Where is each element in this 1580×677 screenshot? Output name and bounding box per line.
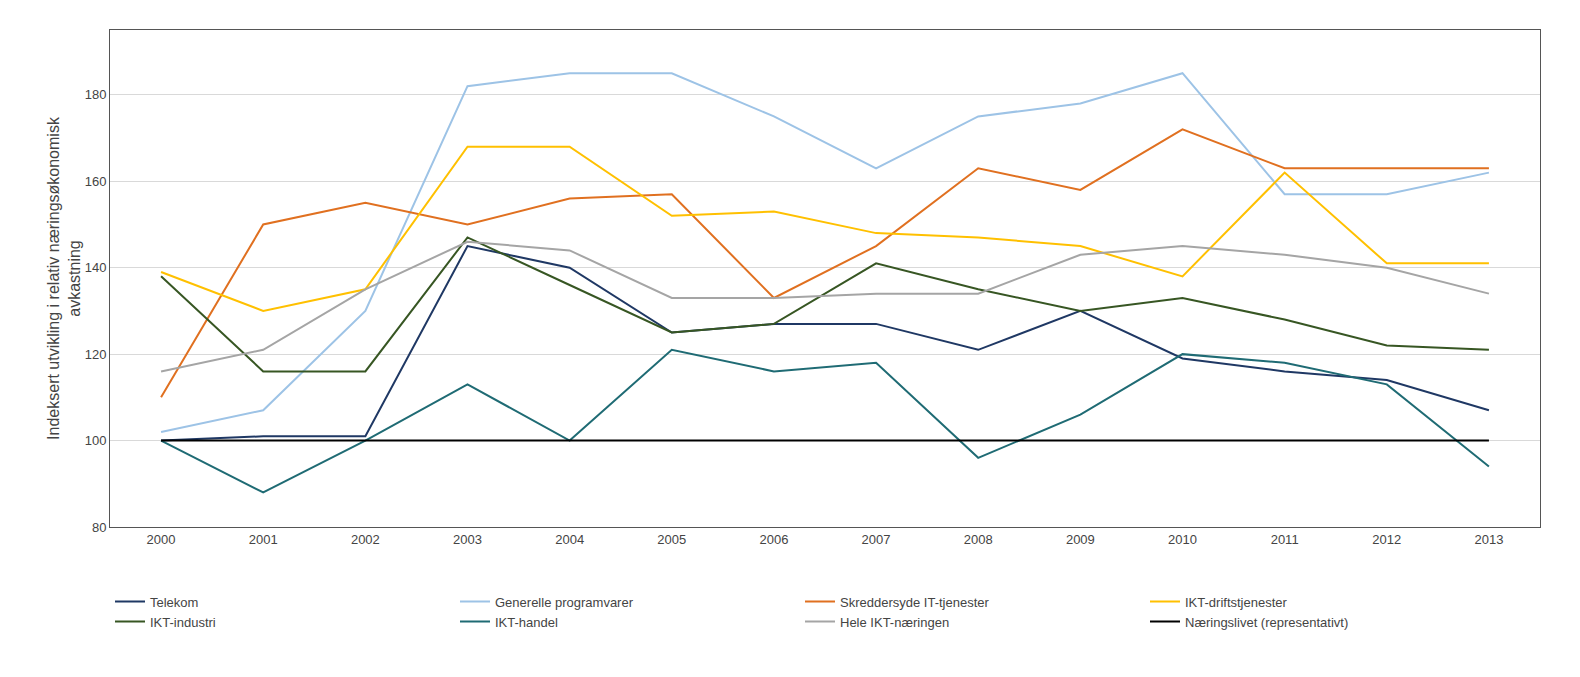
svg-text:160: 160 — [85, 174, 107, 189]
svg-text:2013: 2013 — [1474, 532, 1503, 547]
svg-text:Indeksert utvikling i relativ: Indeksert utvikling i relativ næringsøko… — [45, 116, 83, 440]
svg-text:2002: 2002 — [351, 532, 380, 547]
svg-text:120: 120 — [85, 347, 107, 362]
svg-text:IKT-industri: IKT-industri — [150, 615, 216, 630]
svg-text:IKT-handel: IKT-handel — [495, 615, 558, 630]
svg-text:2004: 2004 — [555, 532, 584, 547]
svg-text:Hele IKT-næringen: Hele IKT-næringen — [840, 615, 949, 630]
svg-text:2009: 2009 — [1066, 532, 1095, 547]
svg-text:80: 80 — [92, 520, 106, 535]
svg-text:2006: 2006 — [759, 532, 788, 547]
svg-text:2005: 2005 — [657, 532, 686, 547]
svg-text:2003: 2003 — [453, 532, 482, 547]
svg-text:2010: 2010 — [1168, 532, 1197, 547]
svg-text:2008: 2008 — [964, 532, 993, 547]
svg-text:2001: 2001 — [249, 532, 278, 547]
svg-text:140: 140 — [85, 260, 107, 275]
svg-text:2000: 2000 — [147, 532, 176, 547]
svg-text:100: 100 — [85, 433, 107, 448]
svg-text:2011: 2011 — [1271, 532, 1299, 547]
svg-text:Generelle programvarer: Generelle programvarer — [495, 595, 634, 610]
svg-text:180: 180 — [85, 87, 107, 102]
svg-text:Telekom: Telekom — [150, 595, 198, 610]
svg-text:2012: 2012 — [1372, 532, 1401, 547]
svg-text:Skreddersyde IT-tjenester: Skreddersyde IT-tjenester — [840, 595, 990, 610]
svg-text:2007: 2007 — [862, 532, 891, 547]
svg-text:Næringslivet (representativt): Næringslivet (representativt) — [1185, 615, 1348, 630]
svg-text:IKT-driftstjenester: IKT-driftstjenester — [1185, 595, 1288, 610]
